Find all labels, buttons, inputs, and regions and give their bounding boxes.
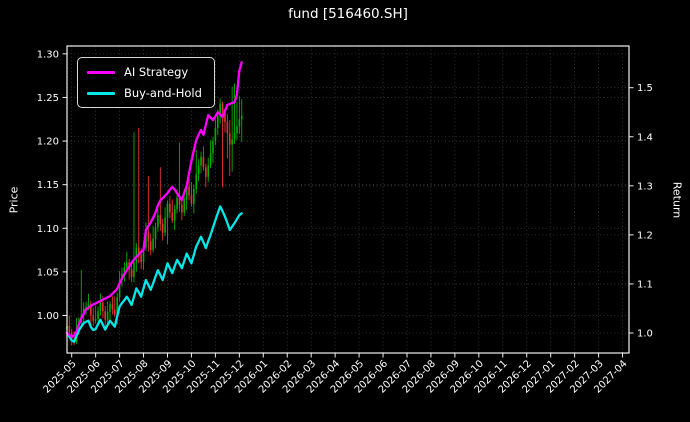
svg-text:1.15: 1.15 — [37, 180, 59, 191]
svg-text:1.10: 1.10 — [37, 224, 59, 235]
plot-border — [66, 45, 630, 354]
buy-and-hold-line-swatch — [87, 91, 115, 95]
buy-and-hold-line — [65, 205, 243, 343]
right-axis-title: Return — [670, 181, 684, 219]
ai-strategy-line-swatch — [87, 70, 115, 74]
legend-label-buy-and-hold: Buy-and-Hold — [124, 86, 202, 100]
candlesticks — [66, 83, 243, 346]
left-axis-title: Price — [7, 186, 21, 214]
svg-text:1.00: 1.00 — [37, 311, 59, 322]
legend-item-buy-and-hold: Buy-and-Hold — [87, 86, 202, 100]
legend: AI Strategy Buy-and-Hold — [77, 57, 215, 108]
svg-text:1.05: 1.05 — [37, 267, 59, 278]
svg-text:1.30: 1.30 — [37, 49, 59, 60]
svg-text:1.4: 1.4 — [637, 132, 653, 143]
svg-text:1.25: 1.25 — [37, 93, 59, 104]
svg-text:1.5: 1.5 — [637, 83, 653, 94]
svg-text:1.0: 1.0 — [637, 328, 653, 339]
chart-title: fund [516460.SH] — [288, 6, 408, 22]
legend-label-ai-strategy: AI Strategy — [124, 65, 189, 79]
axis-ticks — [62, 53, 634, 358]
ai-strategy-line — [65, 61, 243, 339]
svg-text:1.3: 1.3 — [637, 181, 653, 192]
svg-text:1.2: 1.2 — [637, 230, 653, 241]
svg-text:1.1: 1.1 — [637, 279, 653, 290]
legend-item-ai-strategy: AI Strategy — [87, 65, 202, 79]
svg-text:1.20: 1.20 — [37, 137, 59, 148]
